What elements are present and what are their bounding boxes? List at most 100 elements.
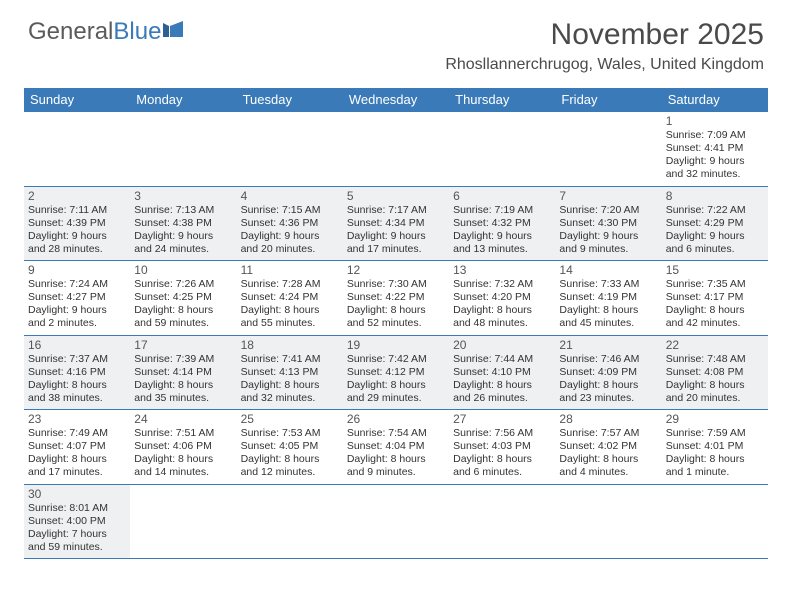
title-block: November 2025 Rhosllannerchrugog, Wales,…	[445, 18, 764, 74]
day-info-line: and 20 minutes.	[666, 392, 764, 405]
day-info-line: and 42 minutes.	[666, 317, 764, 330]
calendar-cell: 17Sunrise: 7:39 AMSunset: 4:14 PMDayligh…	[130, 335, 236, 410]
day-info-line: Sunrise: 7:26 AM	[134, 278, 232, 291]
calendar-cell: 28Sunrise: 7:57 AMSunset: 4:02 PMDayligh…	[555, 410, 661, 485]
calendar-row: 2Sunrise: 7:11 AMSunset: 4:39 PMDaylight…	[24, 186, 768, 261]
calendar-body: 1Sunrise: 7:09 AMSunset: 4:41 PMDaylight…	[24, 112, 768, 559]
calendar-cell	[449, 112, 555, 187]
day-info-line: Sunrise: 7:49 AM	[28, 427, 126, 440]
day-info-line: Daylight: 8 hours	[347, 379, 445, 392]
day-number: 17	[134, 338, 232, 352]
day-info-line: and 17 minutes.	[347, 243, 445, 256]
day-info-line: and 12 minutes.	[241, 466, 339, 479]
day-info-line: and 59 minutes.	[134, 317, 232, 330]
day-number: 7	[559, 189, 657, 203]
day-info-line: Sunrise: 7:19 AM	[453, 204, 551, 217]
day-info-line: Sunrise: 7:09 AM	[666, 129, 764, 142]
day-info-line: and 45 minutes.	[559, 317, 657, 330]
header: GeneralBlue November 2025 Rhosllannerchr…	[0, 0, 792, 80]
day-info-line: Sunrise: 7:44 AM	[453, 353, 551, 366]
day-info-line: Sunset: 4:06 PM	[134, 440, 232, 453]
day-info-line: and 14 minutes.	[134, 466, 232, 479]
day-info-line: Daylight: 9 hours	[347, 230, 445, 243]
day-info-line: Sunset: 4:12 PM	[347, 366, 445, 379]
calendar-cell: 25Sunrise: 7:53 AMSunset: 4:05 PMDayligh…	[237, 410, 343, 485]
day-info-line: Sunrise: 7:39 AM	[134, 353, 232, 366]
day-number: 16	[28, 338, 126, 352]
day-info-line: Sunset: 4:01 PM	[666, 440, 764, 453]
day-info-line: Daylight: 8 hours	[241, 304, 339, 317]
calendar-cell: 20Sunrise: 7:44 AMSunset: 4:10 PMDayligh…	[449, 335, 555, 410]
day-number: 13	[453, 263, 551, 277]
day-info-line: Daylight: 9 hours	[559, 230, 657, 243]
calendar-row: 23Sunrise: 7:49 AMSunset: 4:07 PMDayligh…	[24, 410, 768, 485]
day-info-line: Daylight: 7 hours	[28, 528, 126, 541]
day-info-line: Daylight: 8 hours	[453, 379, 551, 392]
day-number: 10	[134, 263, 232, 277]
day-info-line: Daylight: 9 hours	[666, 230, 764, 243]
day-info-line: Daylight: 8 hours	[559, 379, 657, 392]
calendar-head: SundayMondayTuesdayWednesdayThursdayFrid…	[24, 88, 768, 112]
day-info-line: and 59 minutes.	[28, 541, 126, 554]
day-info-line: Sunset: 4:17 PM	[666, 291, 764, 304]
day-info-line: Sunrise: 7:56 AM	[453, 427, 551, 440]
day-number: 8	[666, 189, 764, 203]
weekday-header: Sunday	[24, 88, 130, 112]
day-info-line: Sunrise: 7:57 AM	[559, 427, 657, 440]
day-info-line: Daylight: 8 hours	[241, 379, 339, 392]
day-info-line: Daylight: 8 hours	[559, 453, 657, 466]
day-number: 3	[134, 189, 232, 203]
day-info-line: and 9 minutes.	[559, 243, 657, 256]
day-info-line: Sunrise: 7:11 AM	[28, 204, 126, 217]
day-info-line: Daylight: 9 hours	[666, 155, 764, 168]
day-number: 30	[28, 487, 126, 501]
day-info-line: and 35 minutes.	[134, 392, 232, 405]
day-info-line: Sunset: 4:10 PM	[453, 366, 551, 379]
calendar-cell: 6Sunrise: 7:19 AMSunset: 4:32 PMDaylight…	[449, 186, 555, 261]
calendar-cell	[237, 112, 343, 187]
day-info-line: and 4 minutes.	[559, 466, 657, 479]
day-info-line: Daylight: 8 hours	[666, 379, 764, 392]
day-info-line: Daylight: 8 hours	[347, 304, 445, 317]
day-info-line: Daylight: 8 hours	[559, 304, 657, 317]
day-info-line: and 17 minutes.	[28, 466, 126, 479]
calendar-cell: 2Sunrise: 7:11 AMSunset: 4:39 PMDaylight…	[24, 186, 130, 261]
day-number: 6	[453, 189, 551, 203]
day-info-line: Sunset: 4:27 PM	[28, 291, 126, 304]
day-info-line: Sunset: 4:14 PM	[134, 366, 232, 379]
weekday-header: Monday	[130, 88, 236, 112]
day-info-line: Sunset: 4:25 PM	[134, 291, 232, 304]
day-info-line: Daylight: 9 hours	[28, 304, 126, 317]
weekday-header: Thursday	[449, 88, 555, 112]
day-number: 12	[347, 263, 445, 277]
day-info-line: Sunrise: 8:01 AM	[28, 502, 126, 515]
calendar-cell: 27Sunrise: 7:56 AMSunset: 4:03 PMDayligh…	[449, 410, 555, 485]
day-number: 19	[347, 338, 445, 352]
calendar-cell	[555, 112, 661, 187]
day-info-line: Daylight: 8 hours	[453, 453, 551, 466]
day-info-line: and 52 minutes.	[347, 317, 445, 330]
day-number: 28	[559, 412, 657, 426]
day-info-line: Sunset: 4:09 PM	[559, 366, 657, 379]
day-info-line: Sunrise: 7:32 AM	[453, 278, 551, 291]
day-info-line: Sunset: 4:19 PM	[559, 291, 657, 304]
day-info-line: Daylight: 8 hours	[28, 453, 126, 466]
day-number: 24	[134, 412, 232, 426]
day-number: 20	[453, 338, 551, 352]
day-info-line: Sunrise: 7:53 AM	[241, 427, 339, 440]
day-info-line: Sunrise: 7:17 AM	[347, 204, 445, 217]
weekday-header: Saturday	[662, 88, 768, 112]
day-info-line: and 6 minutes.	[453, 466, 551, 479]
calendar-cell	[449, 484, 555, 559]
day-info-line: and 29 minutes.	[347, 392, 445, 405]
calendar-cell	[343, 484, 449, 559]
day-info-line: Daylight: 9 hours	[241, 230, 339, 243]
day-number: 14	[559, 263, 657, 277]
day-info-line: and 1 minute.	[666, 466, 764, 479]
day-info-line: Sunrise: 7:28 AM	[241, 278, 339, 291]
day-number: 22	[666, 338, 764, 352]
calendar-cell: 1Sunrise: 7:09 AMSunset: 4:41 PMDaylight…	[662, 112, 768, 187]
day-number: 9	[28, 263, 126, 277]
day-info-line: Sunrise: 7:54 AM	[347, 427, 445, 440]
calendar-cell: 11Sunrise: 7:28 AMSunset: 4:24 PMDayligh…	[237, 261, 343, 336]
